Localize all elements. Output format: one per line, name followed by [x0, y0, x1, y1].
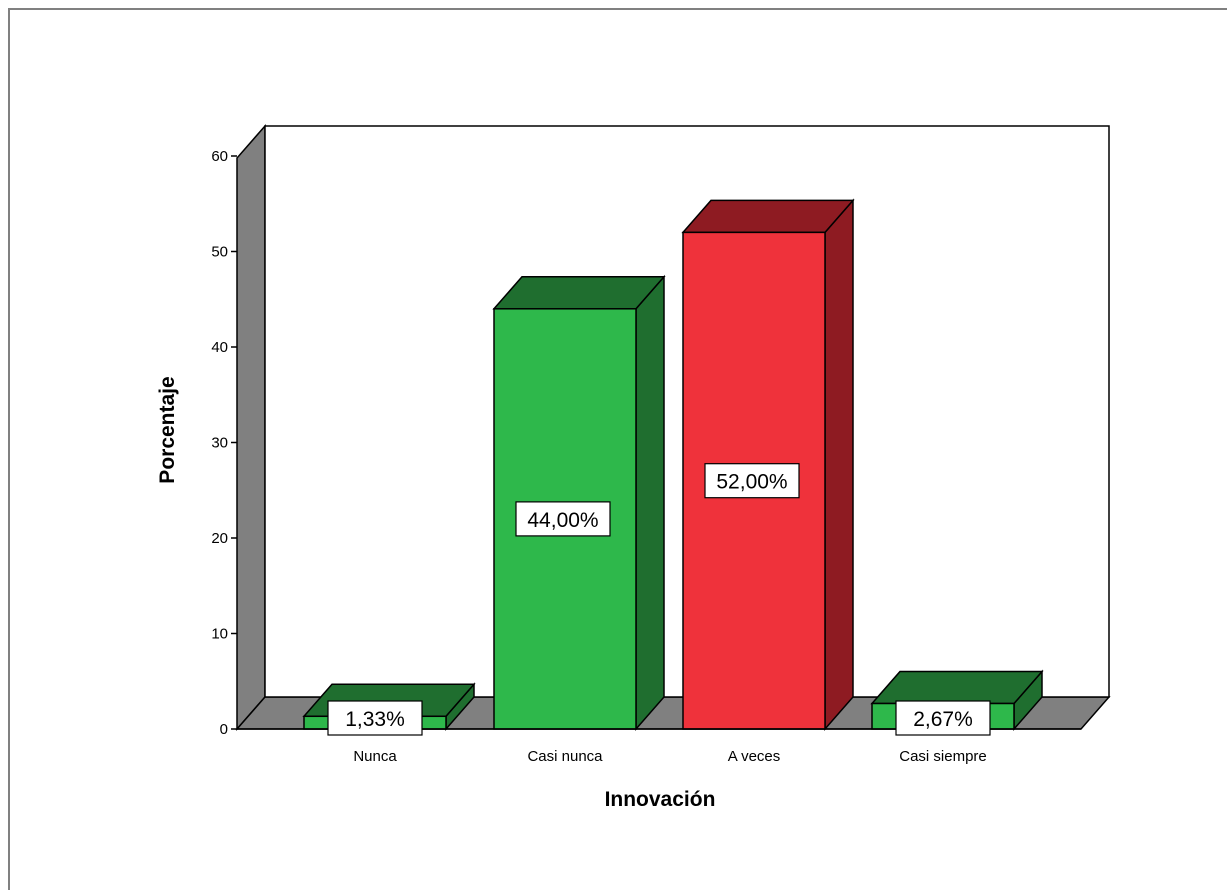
y-tick-label: 20: [211, 530, 228, 547]
data-label-box: [704, 463, 800, 499]
left-wall: [236, 124, 266, 731]
data-label-text: 2,67%: [913, 708, 973, 731]
data-label-text: 52,00%: [716, 471, 787, 494]
data-label-box: [515, 501, 611, 537]
data-labels: 1,33% 44,00% 52,00% 2,67%: [327, 463, 991, 736]
data-label-box: [327, 700, 423, 736]
bar-side: [635, 274, 665, 731]
data-label: 1,33%: [327, 700, 423, 736]
data-label: 2,67%: [895, 700, 991, 736]
y-tick-label: 60: [211, 148, 228, 165]
y-tick-label: 0: [220, 721, 228, 738]
data-label: 44,00%: [515, 501, 611, 537]
chart-walls: [235, 124, 1111, 731]
bar-top: [681, 199, 855, 234]
y-tick-label: 30: [211, 435, 228, 452]
x-axis-title: Innovación: [605, 788, 716, 811]
data-label: 52,00%: [704, 463, 800, 499]
bar-top: [492, 276, 666, 310]
y-axis: 0 10 20 30 40 50 60: [211, 148, 237, 738]
x-tick-label: Nunca: [353, 748, 397, 765]
x-tick-label: A veces: [728, 748, 781, 765]
y-tick-label: 50: [211, 244, 228, 261]
data-label-text: 44,00%: [527, 509, 598, 532]
x-tick-label: Casi nunca: [527, 748, 603, 765]
y-tick-label: 40: [211, 339, 228, 356]
data-label-box: [895, 700, 991, 736]
bar-top: [870, 670, 1044, 705]
bar-side: [824, 198, 854, 731]
data-label-text: 1,33%: [345, 708, 405, 731]
y-axis-title: Porcentaje: [156, 376, 179, 483]
y-tick-label: 10: [211, 626, 228, 643]
x-tick-label: Casi siempre: [899, 748, 987, 765]
